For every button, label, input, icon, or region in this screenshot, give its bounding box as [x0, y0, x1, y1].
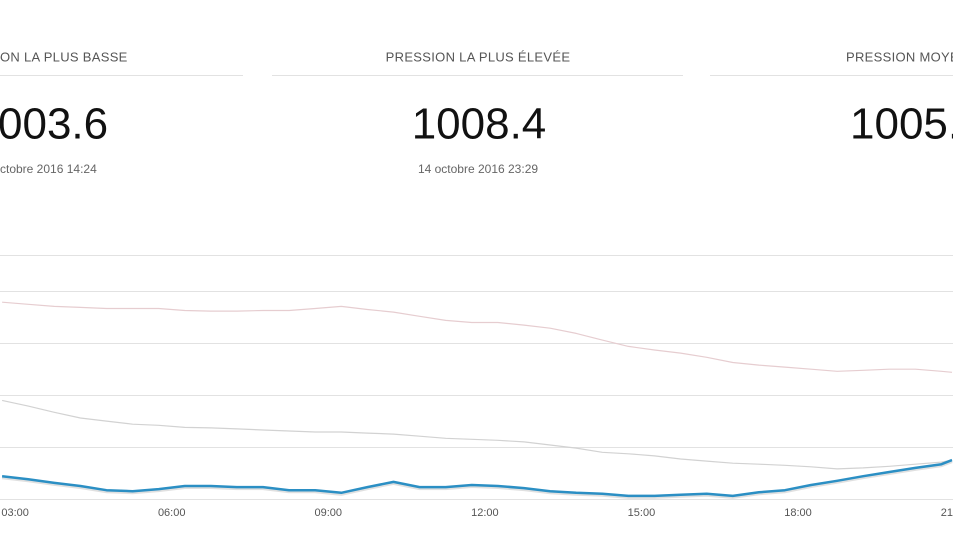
- card-title: ON LA PLUS BASSE: [0, 49, 128, 64]
- card-title: PRESSION LA PLUS ÉLEVÉE: [386, 49, 571, 64]
- card-date: ctobre 2016 14:24: [0, 162, 97, 176]
- x-tick-label: 06:00: [158, 507, 186, 519]
- series-line: [1, 458, 953, 498]
- card-title: PRESSION MOYE: [846, 49, 953, 64]
- x-tick-label: 21: [941, 507, 953, 519]
- line-shadow: [1, 460, 953, 499]
- card-value: 003.6: [0, 100, 108, 149]
- x-tick-label: 18:00: [784, 507, 812, 519]
- card-value: 1005.: [850, 100, 953, 149]
- x-tick-label: 15:00: [628, 507, 656, 519]
- x-tick-label: 03:00: [1, 507, 29, 519]
- x-tick-label: 12:00: [471, 507, 499, 519]
- chart: 03:00 06:00 09:00 12:00 15:00 18:00 21: [0, 255, 953, 519]
- card-value: 1008.4: [412, 100, 547, 149]
- series-line: [1, 399, 953, 470]
- card-date: 14 octobre 2016 23:29: [418, 162, 538, 176]
- x-tick-label: 09:00: [315, 507, 343, 519]
- series-line: [2, 301, 953, 373]
